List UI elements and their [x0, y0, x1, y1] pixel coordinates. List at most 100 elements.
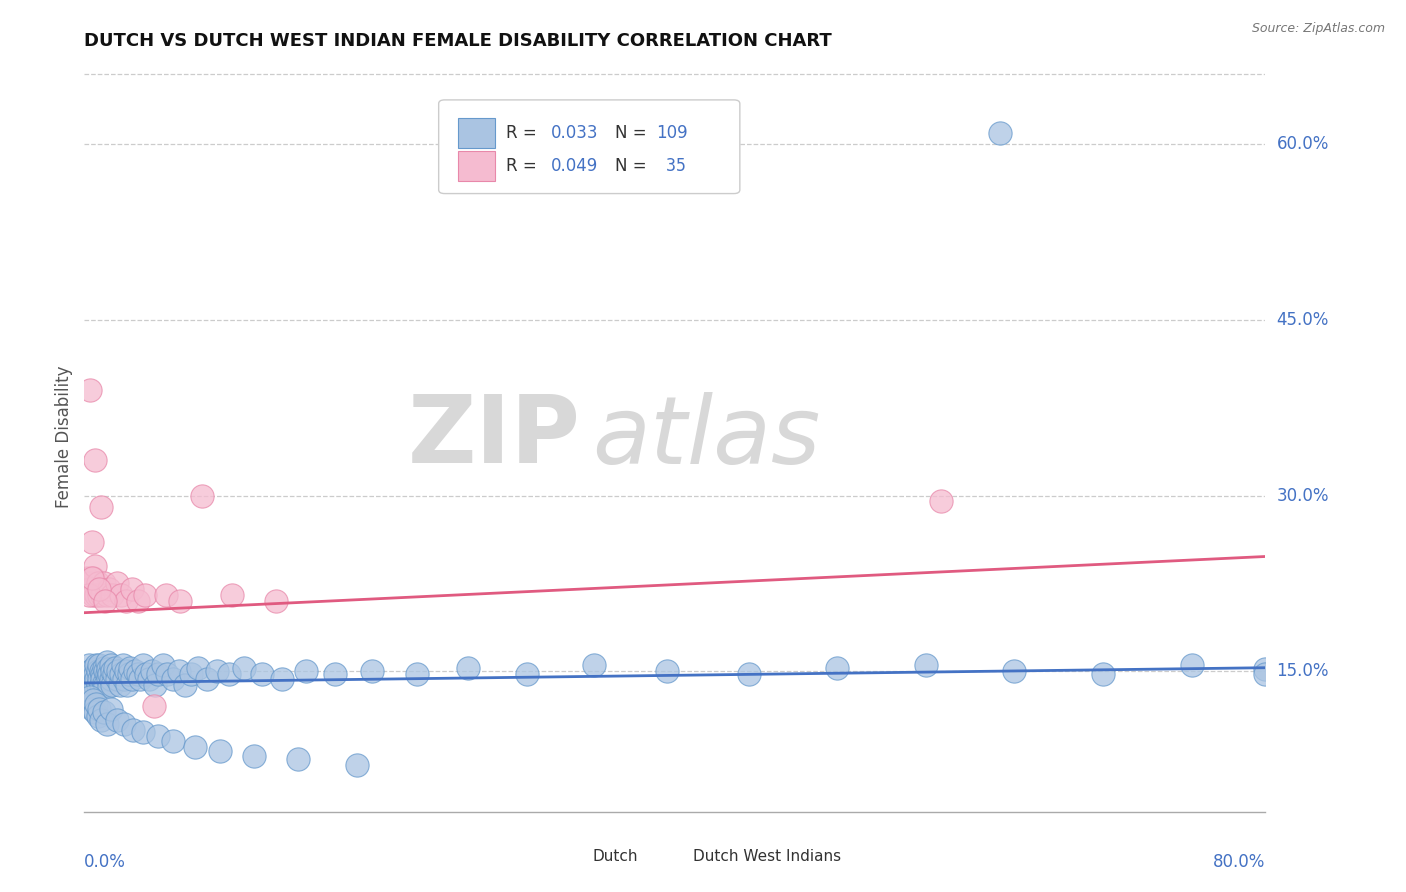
Point [325, 666, 347, 681]
Point [86, 708, 108, 723]
Point [83, 666, 105, 681]
Point [129, 673, 152, 687]
Point [209, 744, 232, 758]
Point [83, 678, 105, 692]
Point [169, 594, 191, 608]
Point [80, 701, 103, 715]
Point [83, 558, 105, 573]
Text: 80.0%: 80.0% [1213, 853, 1265, 871]
Point [98, 680, 121, 694]
Point [82, 571, 104, 585]
Point [87, 673, 111, 687]
Point [127, 594, 149, 608]
Text: Dutch West Indians: Dutch West Indians [693, 849, 841, 864]
Text: R =: R = [506, 157, 541, 175]
Text: ZIP: ZIP [408, 391, 581, 483]
Point [132, 725, 155, 739]
Point [90, 714, 112, 728]
Text: 35: 35 [657, 157, 686, 175]
Point [221, 588, 243, 602]
Point [266, 594, 288, 608]
Point [516, 666, 538, 681]
Point [738, 666, 761, 681]
Point [76, 670, 98, 684]
Point [122, 723, 145, 737]
Text: Dutch: Dutch [592, 849, 638, 864]
Point [87, 582, 111, 597]
Point [101, 678, 124, 692]
Point [77, 699, 100, 714]
Point [184, 740, 207, 755]
Point [82, 662, 104, 676]
Point [121, 582, 143, 597]
Point [90, 500, 112, 515]
Point [80, 571, 103, 585]
Point [105, 714, 128, 728]
Point [107, 664, 129, 678]
Point [82, 676, 104, 690]
Y-axis label: Female Disability: Female Disability [55, 366, 73, 508]
Point [82, 693, 104, 707]
Text: 60.0%: 60.0% [1277, 136, 1329, 153]
Point [91, 666, 114, 681]
Point [127, 666, 149, 681]
Point [180, 666, 202, 681]
Point [104, 661, 127, 675]
Point [101, 588, 124, 602]
Point [76, 571, 98, 585]
Point [90, 678, 112, 692]
Text: R =: R = [506, 124, 541, 142]
FancyBboxPatch shape [457, 151, 495, 181]
Point [1254, 666, 1277, 681]
Text: N =: N = [614, 157, 651, 175]
Point [93, 661, 115, 675]
Point [96, 588, 118, 602]
Point [124, 664, 146, 678]
Point [243, 748, 266, 763]
Point [142, 699, 165, 714]
Point [86, 678, 108, 692]
Point [135, 666, 157, 681]
Point [87, 701, 111, 715]
Point [120, 661, 142, 675]
Point [84, 673, 107, 687]
Point [295, 664, 318, 678]
Point [93, 676, 115, 690]
Text: 30.0%: 30.0% [1277, 487, 1329, 505]
Point [361, 664, 384, 678]
Point [657, 664, 679, 678]
Text: atlas: atlas [592, 392, 821, 483]
Point [118, 666, 141, 681]
Point [141, 664, 163, 678]
Point [91, 673, 114, 687]
Point [100, 658, 122, 673]
Text: Source: ZipAtlas.com: Source: ZipAtlas.com [1251, 22, 1385, 36]
Point [96, 666, 118, 681]
Text: 0.049: 0.049 [551, 157, 598, 175]
Point [86, 576, 108, 591]
Point [457, 661, 479, 675]
Point [112, 673, 135, 687]
Point [79, 384, 101, 398]
Point [77, 676, 100, 690]
Text: N =: N = [614, 124, 651, 142]
Text: 0.033: 0.033 [551, 124, 599, 142]
Point [83, 453, 105, 467]
Point [79, 664, 101, 678]
Text: DUTCH VS DUTCH WEST INDIAN FEMALE DISABILITY CORRELATION CHART: DUTCH VS DUTCH WEST INDIAN FEMALE DISABI… [84, 32, 832, 50]
Point [86, 664, 108, 678]
Point [138, 673, 160, 687]
Text: 15.0%: 15.0% [1277, 662, 1329, 681]
Point [162, 673, 184, 687]
Point [79, 690, 101, 704]
Point [83, 705, 105, 719]
Point [77, 658, 100, 673]
Point [98, 666, 121, 681]
Point [1254, 662, 1277, 676]
Text: 45.0%: 45.0% [1277, 311, 1329, 329]
Point [218, 666, 240, 681]
Point [110, 666, 132, 681]
Point [121, 673, 143, 687]
Point [96, 717, 118, 731]
Point [152, 658, 174, 673]
